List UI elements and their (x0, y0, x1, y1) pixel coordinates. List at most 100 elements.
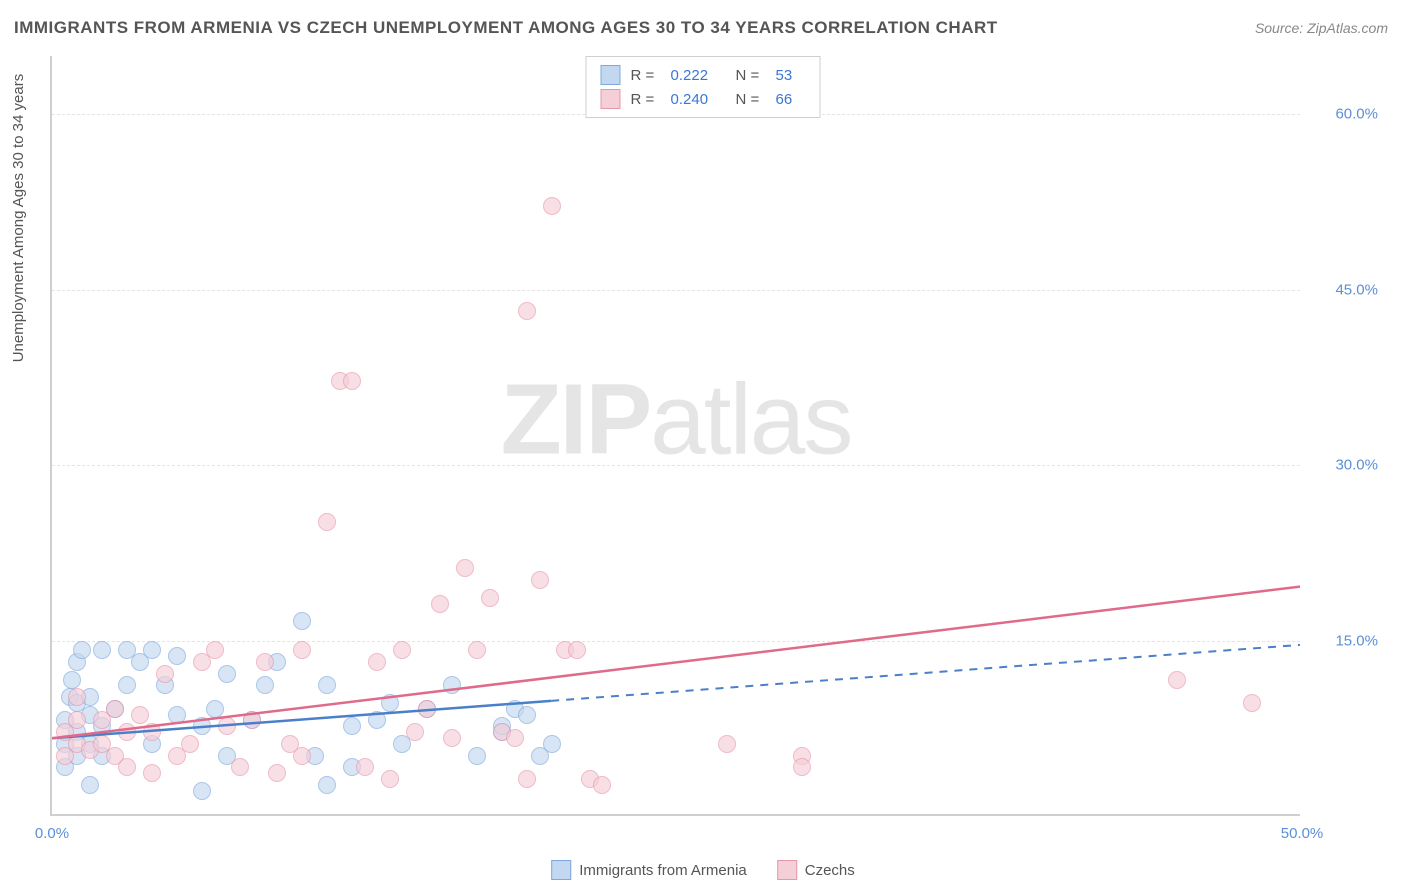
trend-line-czech (52, 587, 1300, 739)
data-point-czech (481, 589, 499, 607)
legend-item-czech: Czechs (777, 860, 855, 880)
y-tick-label: 15.0% (1308, 632, 1378, 649)
data-point-czech (1243, 694, 1261, 712)
trend-line-armenia-dashed (551, 645, 1300, 701)
swatch-czech-icon (777, 860, 797, 880)
data-point-czech (156, 665, 174, 683)
n-value-armenia: 53 (776, 67, 806, 84)
swatch-armenia-icon (551, 860, 571, 880)
gridline (52, 641, 1300, 642)
data-point-czech (343, 372, 361, 390)
data-point-armenia (73, 641, 91, 659)
data-point-armenia (343, 717, 361, 735)
data-point-armenia (168, 647, 186, 665)
data-point-armenia (81, 776, 99, 794)
data-point-czech (131, 706, 149, 724)
data-point-armenia (318, 676, 336, 694)
data-point-czech (68, 688, 86, 706)
data-point-czech (293, 641, 311, 659)
data-point-czech (793, 758, 811, 776)
data-point-armenia (293, 612, 311, 630)
source-attribution: Source: ZipAtlas.com (1255, 20, 1388, 36)
data-point-czech (118, 758, 136, 776)
data-point-czech (356, 758, 374, 776)
data-point-armenia (368, 711, 386, 729)
data-point-czech (431, 595, 449, 613)
data-point-czech (368, 653, 386, 671)
data-point-czech (443, 729, 461, 747)
data-point-armenia (543, 735, 561, 753)
data-point-czech (256, 653, 274, 671)
data-point-czech (181, 735, 199, 753)
gridline (52, 465, 1300, 466)
scatter-plot-area: ZIPatlas 15.0%30.0%45.0%60.0%0.0%50.0% (50, 56, 1300, 816)
watermark: ZIPatlas (501, 362, 852, 477)
r-label: R = (631, 67, 661, 84)
data-point-armenia (206, 700, 224, 718)
swatch-czech-icon (601, 89, 621, 109)
data-point-czech (118, 723, 136, 741)
data-point-armenia (468, 747, 486, 765)
n-value-czech: 66 (776, 91, 806, 108)
data-point-czech (218, 717, 236, 735)
data-point-armenia (318, 776, 336, 794)
data-point-czech (143, 723, 161, 741)
data-point-armenia (218, 665, 236, 683)
data-point-czech (268, 764, 286, 782)
data-point-armenia (256, 676, 274, 694)
data-point-czech (456, 559, 474, 577)
data-point-czech (718, 735, 736, 753)
data-point-czech (318, 513, 336, 531)
n-label: N = (736, 67, 766, 84)
data-point-armenia (518, 706, 536, 724)
data-point-armenia (193, 782, 211, 800)
data-point-armenia (93, 641, 111, 659)
n-label: N = (736, 91, 766, 108)
legend-label-armenia: Immigrants from Armenia (579, 862, 747, 879)
r-value-czech: 0.240 (671, 91, 726, 108)
legend-row-armenia: R = 0.222 N = 53 (601, 63, 806, 87)
swatch-armenia-icon (601, 65, 621, 85)
trend-lines-layer (52, 56, 1300, 814)
data-point-czech (293, 747, 311, 765)
legend-top-correlation: R = 0.222 N = 53 R = 0.240 N = 66 (586, 56, 821, 118)
legend-item-armenia: Immigrants from Armenia (551, 860, 747, 880)
y-tick-label: 30.0% (1308, 457, 1378, 474)
watermark-light: atlas (650, 363, 851, 475)
data-point-czech (406, 723, 424, 741)
y-tick-label: 60.0% (1308, 106, 1378, 123)
data-point-czech (543, 197, 561, 215)
data-point-czech (468, 641, 486, 659)
data-point-czech (593, 776, 611, 794)
data-point-czech (231, 758, 249, 776)
data-point-armenia (63, 671, 81, 689)
data-point-czech (106, 700, 124, 718)
data-point-czech (418, 700, 436, 718)
data-point-czech (243, 711, 261, 729)
data-point-czech (381, 770, 399, 788)
gridline (52, 290, 1300, 291)
y-tick-label: 45.0% (1308, 281, 1378, 298)
data-point-czech (531, 571, 549, 589)
data-point-armenia (443, 676, 461, 694)
data-point-czech (568, 641, 586, 659)
legend-label-czech: Czechs (805, 862, 855, 879)
data-point-armenia (168, 706, 186, 724)
data-point-czech (506, 729, 524, 747)
x-tick-label: 50.0% (1281, 825, 1324, 842)
data-point-armenia (118, 676, 136, 694)
data-point-czech (518, 302, 536, 320)
data-point-czech (68, 711, 86, 729)
data-point-czech (206, 641, 224, 659)
data-point-czech (518, 770, 536, 788)
data-point-czech (1168, 671, 1186, 689)
data-point-czech (393, 641, 411, 659)
chart-title: IMMIGRANTS FROM ARMENIA VS CZECH UNEMPLO… (14, 18, 998, 38)
data-point-armenia (193, 717, 211, 735)
r-label: R = (631, 91, 661, 108)
legend-bottom-series: Immigrants from Armenia Czechs (551, 860, 855, 880)
legend-row-czech: R = 0.240 N = 66 (601, 87, 806, 111)
data-point-czech (143, 764, 161, 782)
x-tick-label: 0.0% (35, 825, 69, 842)
r-value-armenia: 0.222 (671, 67, 726, 84)
